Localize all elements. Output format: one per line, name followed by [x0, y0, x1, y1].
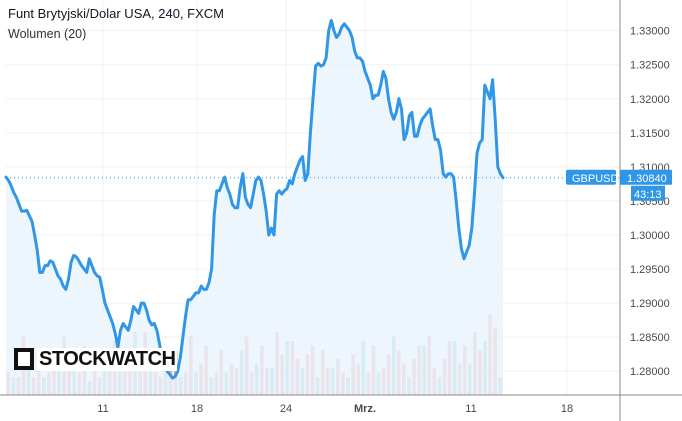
- symbol-tag-label: GBPUSD: [572, 173, 619, 185]
- price-tick-label: 1.31500: [630, 128, 670, 140]
- time-tick-label: 18: [561, 403, 573, 415]
- price-axis[interactable]: 1.330001.325001.320001.315001.310001.305…: [619, 0, 670, 421]
- price-tick-label: 1.32500: [630, 60, 670, 72]
- countdown-tag-bg: [631, 185, 665, 201]
- countdown-tag-value: 43:13: [634, 189, 662, 201]
- price-tick-label: 1.29000: [630, 298, 670, 310]
- price-tag: GBPUSD 1.30840 43:13: [566, 169, 672, 201]
- price-tag-bg: [620, 169, 672, 185]
- volume-label: Wolumen (20): [8, 27, 87, 41]
- time-tick-label: Mrz.: [354, 403, 376, 415]
- logo-text: STOCKWATCH: [37, 347, 178, 371]
- price-area: [6, 20, 503, 396]
- price-tick-label: 1.29500: [630, 264, 670, 276]
- price-tick-label: 1.33000: [630, 26, 670, 38]
- price-tick-label: 1.28000: [630, 366, 670, 378]
- symbol-tag-bg: [566, 169, 616, 185]
- time-tick-label: 24: [280, 403, 292, 415]
- chart-title: Funt Brytyjski/Dolar USA, 240, FXCM: [8, 6, 224, 21]
- time-axis[interactable]: 11 18 24 Mrz. 11 18: [0, 394, 682, 415]
- price-tick-label: 1.28500: [630, 332, 670, 344]
- price-tick-label: 1.32000: [630, 94, 670, 106]
- time-tick-label: 11: [465, 403, 476, 415]
- price-line[interactable]: [4, 18, 505, 380]
- price-tag-value: 1.30840: [627, 173, 667, 185]
- time-tick-label: 18: [191, 403, 203, 415]
- price-tick-label: 1.30000: [630, 230, 670, 242]
- time-tick-label: 11: [97, 403, 108, 415]
- logo-icon: [14, 348, 34, 370]
- stockwatch-logo: STOCKWATCH: [14, 346, 178, 372]
